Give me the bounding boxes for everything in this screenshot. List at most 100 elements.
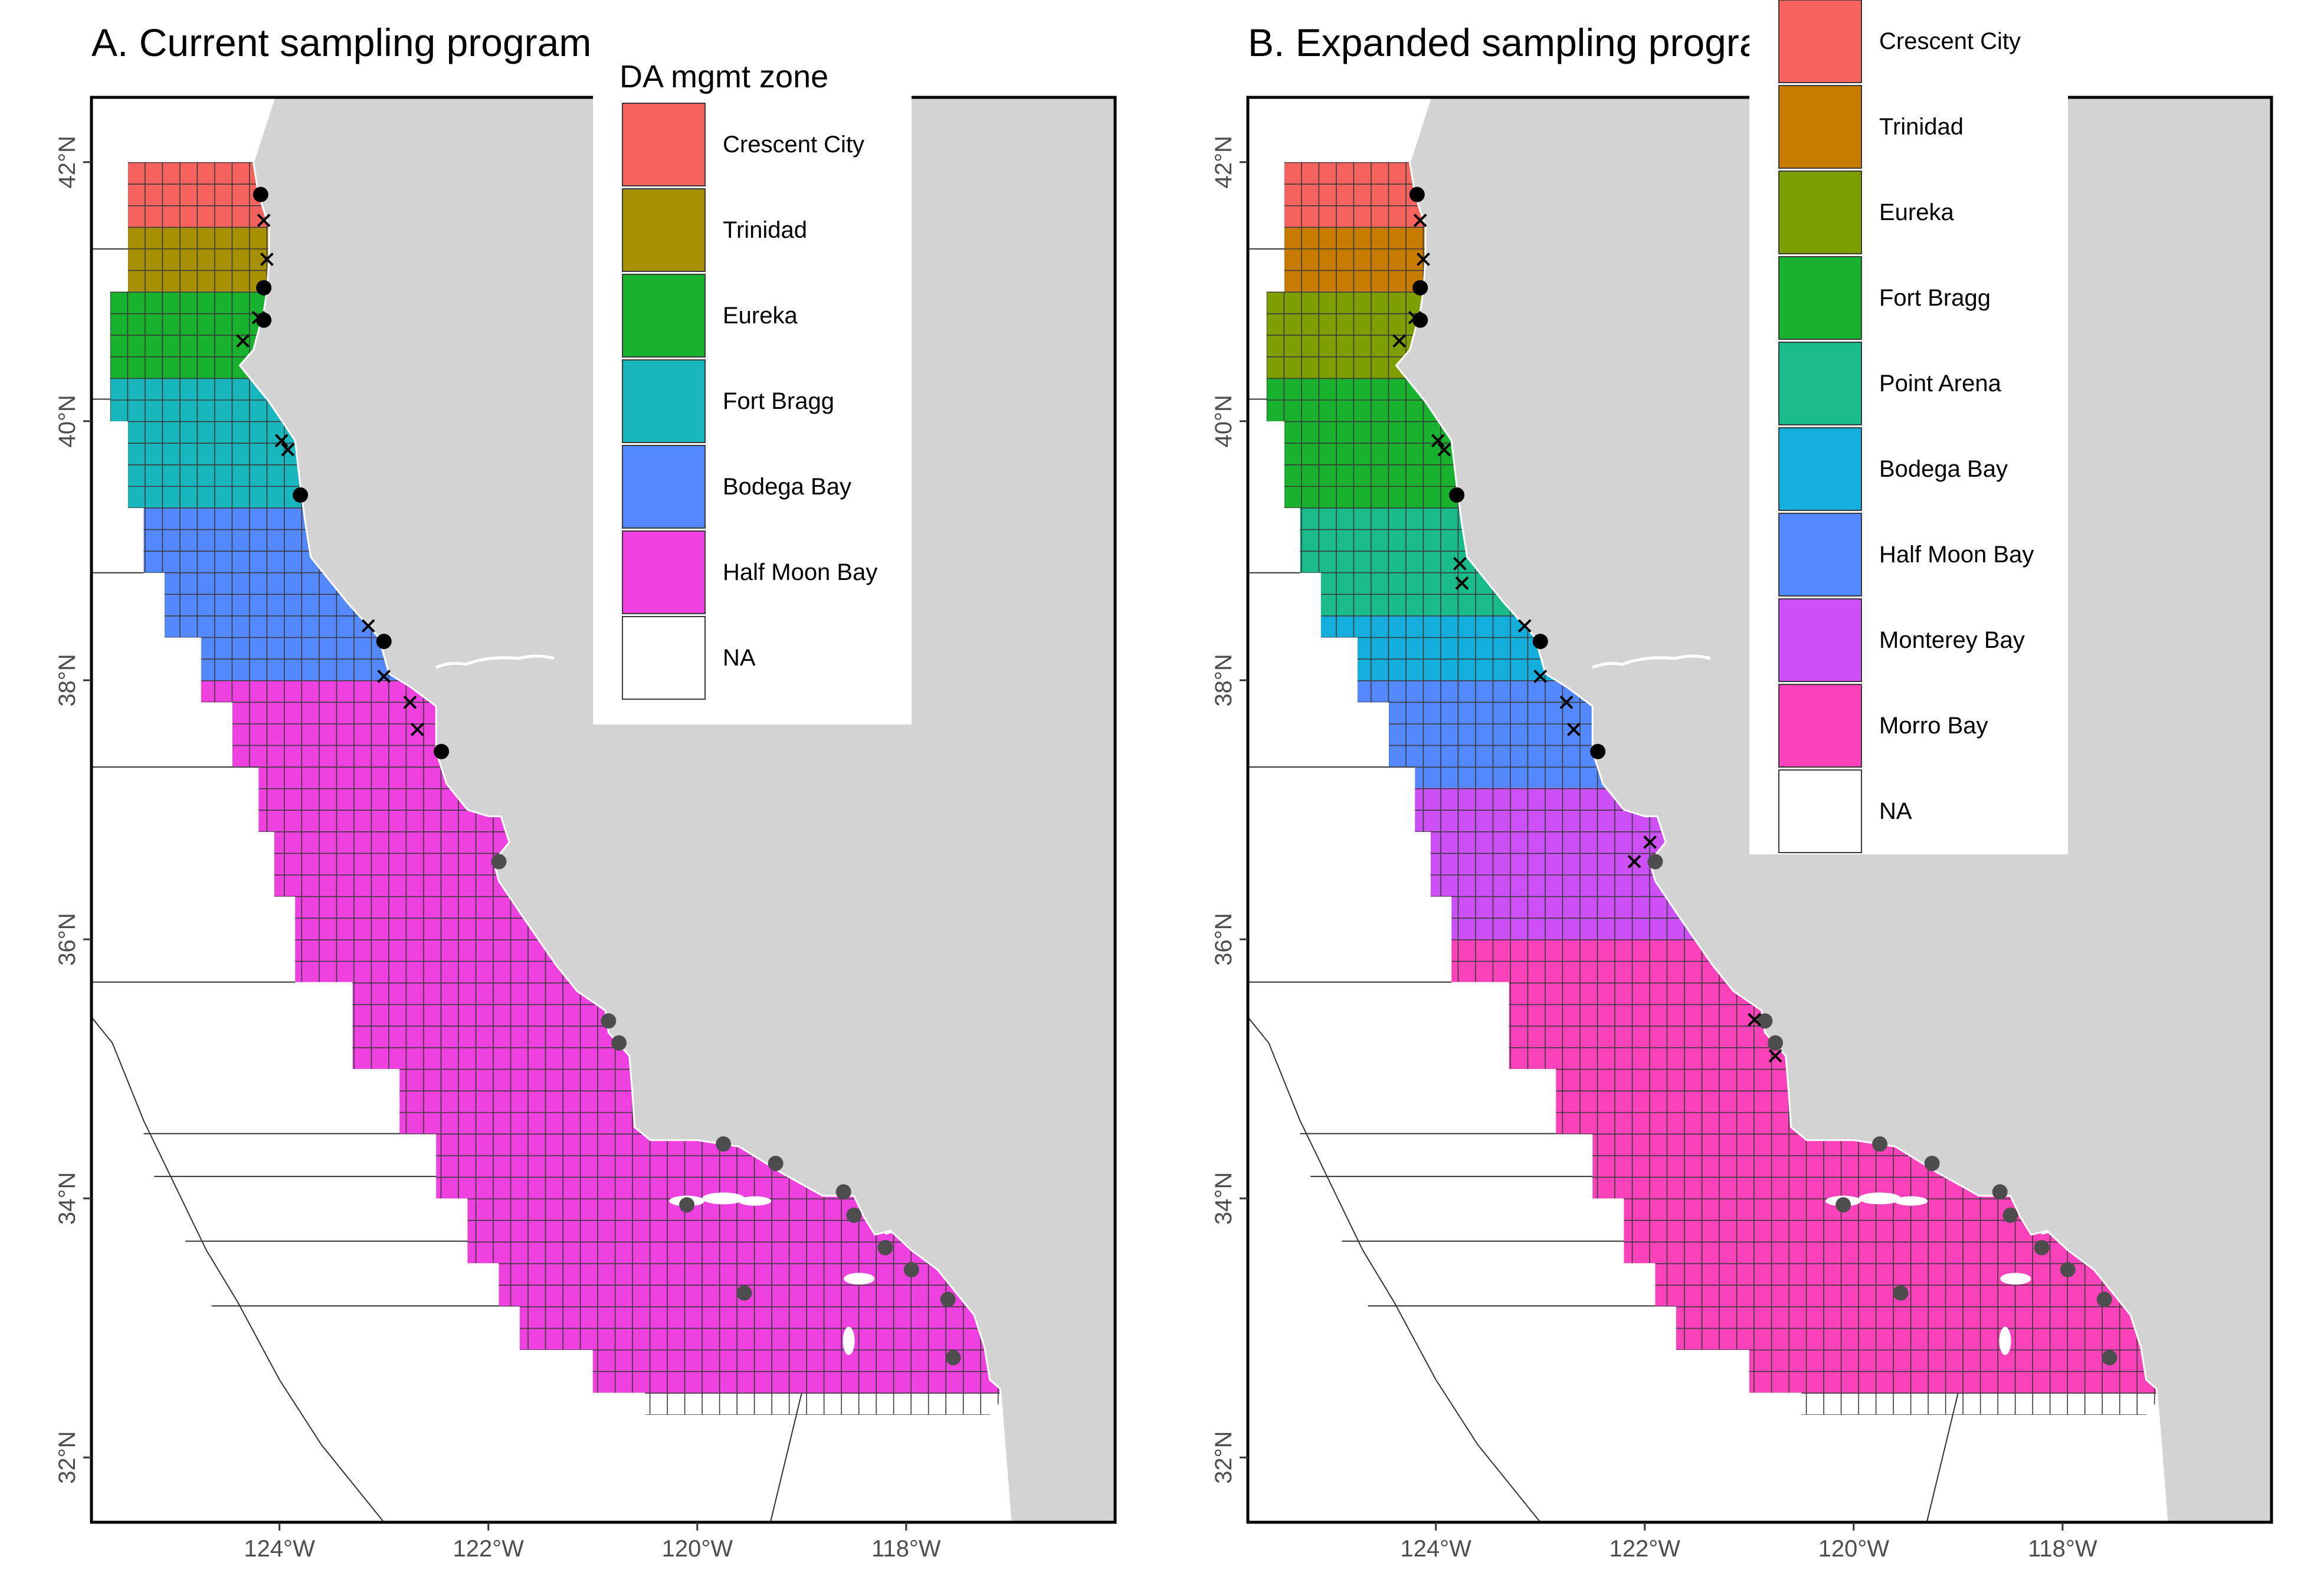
sampling-site-cross [274,434,289,448]
sampling-site-cross [377,669,391,683]
island [738,1196,772,1206]
sampling-site-cross [1408,310,1422,325]
sampling-site-grey [768,1155,784,1171]
sampling-site-cross [1768,1049,1782,1063]
y-tick-label: 34°N [54,1172,80,1224]
legend-label: NA [1879,798,1912,824]
legend-label: Morro Bay [1879,713,1988,739]
sampling-site-grey [601,1013,617,1029]
sampling-site-grey [877,1240,893,1256]
sampling-site-black [293,487,309,503]
sampling-site-black [434,743,450,759]
island [844,1273,875,1285]
legend-label: Trinidad [723,217,807,243]
sampling-site-cross [1517,619,1532,633]
sampling-site-grey [2096,1292,2112,1307]
legend-label: Eureka [1879,199,1954,225]
legend-label: Crescent City [723,132,864,158]
legend-swatch [622,530,706,614]
y-tick-label: 40°N [1211,395,1237,447]
sampling-site-grey [679,1197,695,1213]
y-tick-label: 42°N [54,136,80,188]
sampling-site-cross [260,253,274,266]
sampling-site-black [1590,743,1606,759]
x-tick-label: 120°W [1818,1536,1890,1562]
y-tick-label: 34°N [1211,1172,1237,1224]
sampling-site-cross [1748,1012,1762,1027]
panel-b: 124°W 122°W 120°W 118°W 32°N 34°N 36°N 38°N 40°N… [1211,0,2273,1562]
panel-a: 124°W 122°W 120°W 118°W 32°N 34°N 36°N 38°N 40°N… [54,21,1117,1562]
sampling-site-grey [1872,1136,1888,1152]
sampling-site-black [256,280,272,296]
legend-label: Half Moon Bay [1879,542,2034,568]
legend-swatch [1778,342,1862,425]
sampling-site-cross [410,722,424,736]
legend-label: Monterey Bay [1879,627,2025,653]
legend-label: Trinidad [1879,114,1964,140]
sampling-site-grey [1992,1184,2008,1200]
legend: Crescent City Trinidad Eureka Fort Bragg Poi… [1749,0,2068,854]
sampling-site-cross [1566,722,1581,736]
sampling-site-grey [2034,1240,2050,1256]
y-tick-label: 36°N [54,913,80,965]
bay-outline [1592,654,1711,669]
sampling-site-grey [611,1035,627,1051]
sampling-site-grey [1835,1197,1851,1213]
legend-swatch [1778,684,1862,768]
sampling-site-cross [1455,576,1469,590]
island [2000,1273,2031,1285]
legend-label: Point Arena [1879,371,2002,396]
sampling-site-cross [361,619,375,633]
sampling-site-grey [491,854,507,870]
x-tick-label: 120°W [662,1536,733,1562]
y-tick-label: 32°N [1211,1431,1237,1484]
legend-swatch [1778,171,1862,254]
x-tick-label: 124°W [1400,1536,1471,1562]
legend-label: Bodega Bay [723,474,851,500]
y-tick-label: 42°N [1211,136,1237,188]
legend-swatch [622,103,706,186]
sampling-site-cross [281,443,295,457]
y-tick-label: 38°N [54,654,80,706]
x-tick-label: 124°W [244,1536,315,1562]
sampling-site-grey [2102,1350,2118,1366]
x-tick-label: 118°W [2028,1536,2097,1562]
legend-swatch [1778,598,1862,682]
legend-swatch [1778,85,1862,169]
sampling-site-grey [835,1184,851,1200]
sampling-site-black [1412,312,1428,328]
sampling-site-cross [1533,669,1548,683]
sampling-site-cross [403,695,417,709]
sampling-site-black [1532,634,1548,650]
legend-label: Crescent City [1879,28,2021,54]
legend-label: Eureka [723,303,798,329]
legend-label: Bodega Bay [1879,456,2008,482]
island [1999,1326,2011,1355]
sampling-site-cross [251,310,266,325]
sampling-site-grey [945,1350,961,1366]
panel-title: A. Current sampling program [91,21,591,64]
sampling-site-cross [1643,835,1657,849]
sampling-site-cross [1453,556,1467,571]
sampling-site-cross [1559,695,1574,709]
legend-swatch [622,359,706,443]
sampling-site-cross [1627,854,1641,869]
sampling-site-grey [1647,854,1663,870]
legend-swatch [1778,427,1862,511]
y-tick-label: 40°N [54,395,80,447]
sampling-site-grey [2002,1207,2018,1223]
island [843,1326,855,1355]
legend-title: DA mgmt zone [620,59,828,94]
offshore-boundary [769,1392,802,1522]
x-tick-label: 122°W [1610,1536,1681,1562]
sampling-site-black [256,312,272,328]
sampling-site-grey [1893,1285,1909,1301]
legend-swatch [1778,0,1862,83]
island [702,1192,745,1205]
x-tick-label: 122°W [453,1536,525,1562]
sampling-site-cross [236,334,250,348]
x-tick-label: 118°W [871,1536,941,1562]
sampling-site-cross [1392,334,1407,348]
sampling-site-black [1449,487,1465,503]
offshore-boundary [91,1017,385,1522]
